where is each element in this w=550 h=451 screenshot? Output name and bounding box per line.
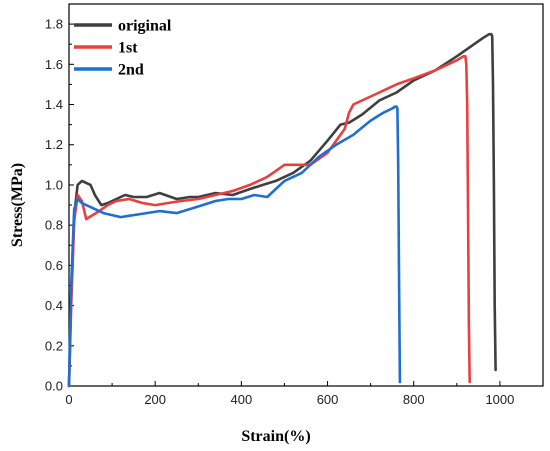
y-tick-label: 0.8	[45, 218, 63, 233]
plot-border	[68, 3, 544, 387]
x-tick-label: 400	[231, 392, 253, 407]
series-line-2nd	[67, 105, 402, 388]
series-line-original	[67, 32, 497, 388]
series-layer	[67, 32, 497, 388]
y-tick-label: 1.0	[45, 177, 63, 192]
y-tick-label: 1.4	[45, 97, 63, 112]
y-tick-label: 0.0	[45, 379, 63, 394]
plot-frame	[68, 3, 544, 387]
legend-label-1st: 1st	[118, 40, 138, 57]
x-tick-label: 600	[317, 392, 339, 407]
y-axis-ticks: 0.0 0.2 0.4 0.6 0.8 1.0 1.2 1.4 1.6 1.8	[45, 3, 74, 394]
y-tick-label: 1.6	[45, 57, 63, 72]
x-axis-title: Strain(%)	[241, 428, 310, 445]
y-tick-label: 1.2	[45, 137, 63, 152]
x-tick-label: 800	[403, 392, 425, 407]
x-axis-ticks: 0 200 400 600 800 1000	[65, 381, 514, 407]
legend-label-2nd: 2nd	[118, 62, 144, 79]
y-axis-title: Stress(MPa)	[9, 163, 26, 247]
y-tick-label: 1.8	[45, 17, 63, 32]
x-tick-label: 0	[65, 392, 72, 407]
series-line-1st	[67, 55, 471, 388]
y-tick-label: 0.4	[45, 298, 63, 313]
y-tick-label: 0.2	[45, 338, 63, 353]
legend: original 1st 2nd	[74, 18, 172, 79]
x-tick-label: 1000	[485, 392, 514, 407]
y-tick-label: 0.6	[45, 258, 63, 273]
legend-label-original: original	[118, 18, 172, 35]
x-tick-label: 200	[144, 392, 166, 407]
